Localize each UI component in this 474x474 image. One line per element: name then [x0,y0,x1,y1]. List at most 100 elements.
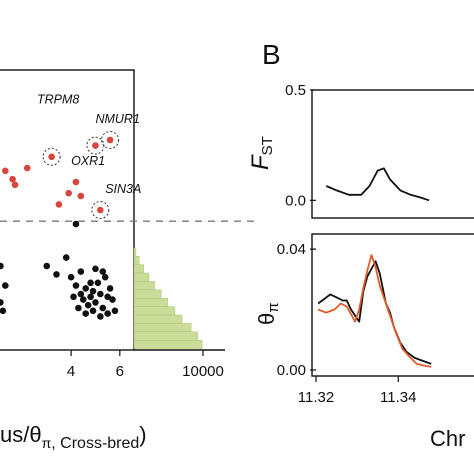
fst-y-axis-title: FST [247,136,276,170]
theta-pi-panel: 0.04 0.00 11.32 11.34 θπ Chr [254,233,474,451]
gene-highlight-circle [86,136,105,155]
scatter-point [89,307,97,315]
scatter-point [97,313,104,320]
histogram-bar [133,340,203,349]
series-line [317,254,432,368]
theta-pi-lines [317,254,432,368]
y-tick-label: 0.04 [277,241,306,258]
gene-label: SIN3A [105,182,141,196]
scatter-point [111,307,119,315]
x-axis-title-sub: π [42,435,52,451]
scatter-point [0,262,4,270]
series-line [317,260,432,365]
y-tick-label: 0.0 [285,192,306,209]
histogram-bar [133,314,183,324]
scatter-point [89,287,97,295]
scatter-point [99,304,107,312]
scatter-point [72,220,80,228]
scatter-point [97,206,104,214]
histogram-bar [133,264,144,274]
theta-pi-x-axis-title: Chr [430,426,465,451]
scatter-point [9,175,16,183]
histogram-bar [133,306,176,316]
scatter-point [94,279,102,287]
scatter-point [62,254,70,261]
fst-y-title-main: F [247,154,274,170]
scatter-point [2,282,9,289]
histogram-x-ticks: 10000 [182,350,224,380]
scatter-point [77,290,85,298]
scatter-point [2,167,9,175]
scatter-point [43,262,51,270]
gene-highlight-circle [42,147,61,166]
scatter-point [104,293,111,301]
panel-b-label: B [262,39,281,70]
scatter-point [75,304,82,312]
scatter-point [79,296,87,303]
scatter-point [11,181,19,189]
theta-pi-x-ticks: 11.32 11.34 [298,376,416,406]
histogram-x-tick-label: 10000 [182,363,224,380]
x-tick-label: 11.32 [298,389,334,406]
theta-pi-plot-area [311,233,474,377]
gene-label: OXR1 [71,154,105,168]
scatter-point [70,293,77,301]
scatter-point [92,299,99,306]
marginal-histogram: 10000 [133,247,225,380]
scatter-point [106,136,114,144]
scatter-point [82,285,90,292]
gene-label: NMUR1 [95,112,139,126]
gene-highlight-circle [101,131,120,149]
theta-pi-y-ticks: 0.04 0.00 [277,241,316,379]
histogram-bar [133,331,198,341]
scatter-point [65,189,72,197]
scatter-point [55,201,63,208]
histogram-bar [133,256,140,265]
histogram-bar [133,323,192,332]
fst-lines [325,167,430,202]
fst-y-title-sub: ST [259,136,276,155]
x-axis-title-mid: , Cross-bred [51,435,139,452]
scatter-point [72,282,80,289]
scatter-point [23,164,31,172]
scatter-point [92,142,99,149]
fst-plot-area [311,89,474,219]
histogram-bar [133,281,155,290]
scatter-point [0,299,4,306]
fst-y-ticks: 0.5 0.0 [285,82,316,209]
scatter-point [99,268,107,275]
scatter-point [109,296,116,303]
gene-highlight-circle [91,201,110,219]
scatter-point [77,192,85,200]
histogram-bar [133,289,162,299]
scatter-point [101,273,109,281]
histogram-bar [133,247,137,257]
scatter-point [92,265,99,273]
theta-y-title-sub: π [265,302,282,312]
scatter-point [0,307,7,315]
scatter-points [0,136,119,320]
scatter-x-tick-label: 6 [116,363,124,380]
theta-y-title-main: θ [254,313,279,325]
histogram-bar [133,298,168,307]
scatter-point [84,301,92,309]
scatter-point [82,310,90,317]
x-tick-label: 11.34 [380,389,416,406]
y-tick-label: 0.00 [277,362,306,379]
scatter-x-tick-label: 4 [67,363,75,380]
theta-pi-y-axis-title: θπ [254,302,282,325]
scatter-point [104,310,111,317]
y-tick-label: 0.5 [285,82,306,99]
series-line [325,167,430,202]
scatter-x-axis-title: us/θπ, Cross-bred) [0,422,147,452]
histogram-bar [133,272,150,282]
fst-panel: 0.5 0.0 FST [247,82,474,219]
gene-label: TRPM8 [37,93,79,107]
scatter-plot-area [0,69,135,351]
scatter-point [106,285,114,292]
scatter-point [53,271,60,278]
scatter-point [67,273,75,281]
